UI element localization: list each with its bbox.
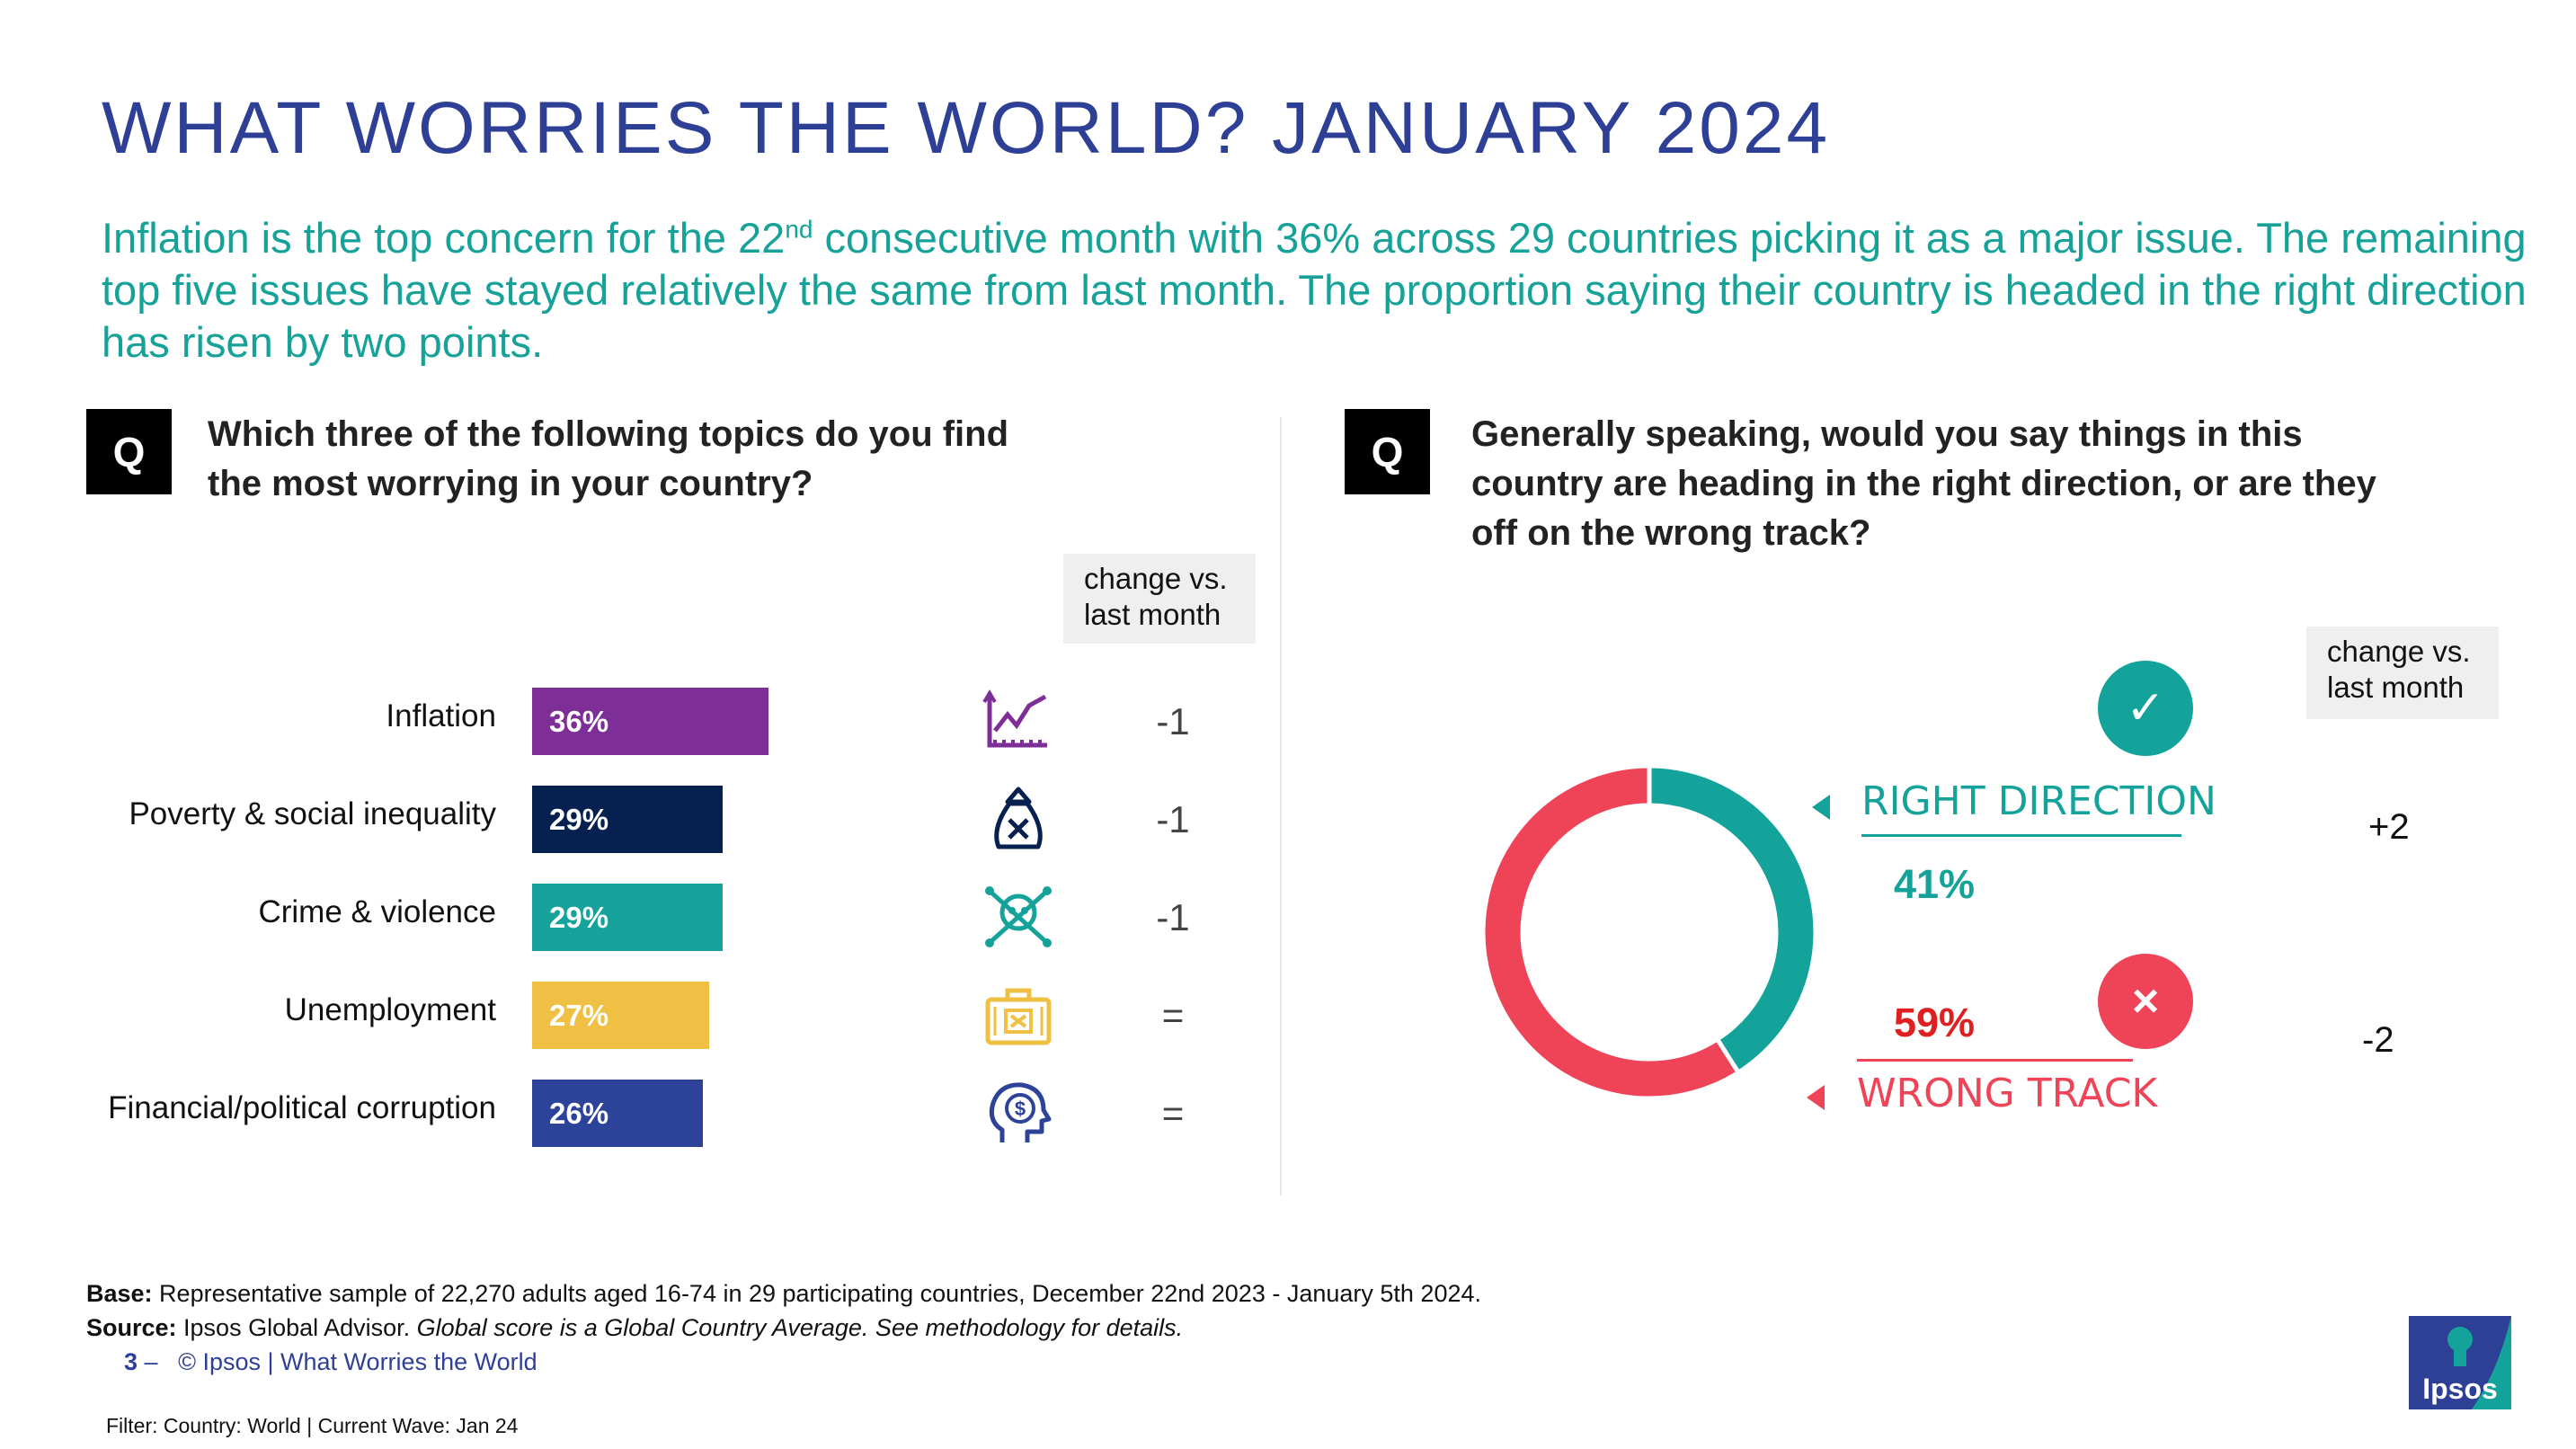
svg-text:$: $ — [1015, 1098, 1026, 1120]
base-text: Representative sample of 22,270 adults a… — [152, 1280, 1481, 1307]
right-direction-label: RIGHT DIRECTION — [1861, 778, 2216, 824]
question-badge-right: Q — [1345, 409, 1430, 494]
subtitle-part1: Inflation is the top concern for the 22 — [102, 214, 786, 262]
ipsos-logo: Ipsos — [2409, 1316, 2511, 1409]
copyright: © Ipsos | What Worries the World — [178, 1348, 537, 1375]
head-dollar-icon: $ — [989, 1082, 1052, 1142]
right-direction-marker — [1812, 795, 1830, 820]
cross-badge: × — [2098, 954, 2193, 1049]
page-title: WHAT WORRIES THE WORLD? JANUARY 2024 — [102, 87, 1831, 169]
skull-crossbones-icon — [985, 886, 1052, 947]
panel-divider — [1280, 417, 1282, 1196]
bar: 29% — [532, 786, 723, 853]
subtitle-sup: nd — [785, 215, 813, 244]
source-label: Source: — [86, 1314, 177, 1341]
bar-value-label: 36% — [549, 704, 609, 738]
category-label: Financial/political corruption — [108, 1090, 496, 1125]
source-text: Ipsos Global Advisor. — [176, 1314, 417, 1341]
change-header-left: change vs. last month — [1063, 554, 1256, 644]
question-text-left: Which three of the following topics do y… — [208, 414, 1009, 503]
category-label: Unemployment — [284, 992, 496, 1027]
source-italic: Global score is a Global Country Average… — [416, 1314, 1184, 1341]
bar-value-label: 29% — [549, 900, 609, 934]
check-badge: ✓ — [2098, 661, 2193, 756]
base-note: Base: Representative sample of 22,270 ad… — [86, 1276, 1884, 1345]
ipsos-logo-icon: Ipsos — [2409, 1316, 2511, 1409]
bar: 36% — [532, 688, 768, 755]
chart-line-icon — [982, 689, 1047, 748]
change-value: = — [1161, 994, 1185, 1036]
base-line: Base: Representative sample of 22,270 ad… — [86, 1276, 1884, 1311]
money-bag-icon — [994, 787, 1043, 849]
subtitle-part2: consecutive month with 36% across 29 cou… — [102, 214, 2527, 366]
question-badge-left: Q — [86, 409, 172, 494]
change-header-right: change vs. last month — [2306, 627, 2499, 719]
category-label: Poverty & social inequality — [129, 796, 496, 831]
wrong-track-marker — [1807, 1085, 1825, 1110]
bar-value-label: 29% — [549, 802, 609, 836]
source-line: Source: Ipsos Global Advisor. Global sco… — [86, 1311, 1884, 1345]
question-text-right: Generally speaking, would you say things… — [1471, 414, 2376, 553]
category-label: Inflation — [386, 698, 496, 733]
right-direction-change: +2 — [2368, 807, 2410, 847]
change-value: -1 — [1156, 798, 1190, 840]
change-value: = — [1161, 1092, 1185, 1134]
wrong-track-underline — [1857, 1059, 2133, 1062]
wrong-track-change: -2 — [2362, 1020, 2394, 1060]
wrong-track-label: WRONG TRACK — [1857, 1071, 2158, 1116]
category-label: Crime & violence — [258, 894, 496, 929]
right-direction-value: 41% — [1894, 861, 1976, 907]
donut-slice-wrong-track — [1483, 766, 1742, 1098]
change-value: -1 — [1156, 700, 1190, 742]
bar-value-label: 26% — [549, 1096, 609, 1130]
bar: 27% — [532, 982, 709, 1049]
check-icon: ✓ — [2126, 682, 2165, 734]
wrong-track-value: 59% — [1894, 1000, 1976, 1045]
footer-line: 3 – © Ipsos | What Worries the World — [124, 1348, 537, 1376]
bar-value-label: 27% — [549, 998, 609, 1032]
bar: 26% — [532, 1080, 703, 1147]
base-label: Base: — [86, 1280, 153, 1307]
footer-dash: – — [144, 1348, 158, 1375]
donut-slice-right-direction — [1647, 766, 1816, 1076]
briefcase-icon — [985, 988, 1052, 1045]
donut-chart — [1483, 766, 1816, 1098]
cross-icon: × — [2131, 975, 2160, 1027]
change-value: -1 — [1156, 896, 1190, 938]
right-direction-underline — [1861, 834, 2181, 837]
logo-text: Ipsos — [2422, 1373, 2498, 1405]
bar-chart: Inflation 36% -1 Poverty & social inequalit… — [0, 0, 1276, 1187]
subtitle: Inflation is the top concern for the 22n… — [102, 212, 2528, 369]
bar: 29% — [532, 884, 723, 951]
filter-note: Filter: Country: World | Current Wave: J… — [106, 1414, 519, 1437]
page-number: 3 — [124, 1348, 138, 1375]
